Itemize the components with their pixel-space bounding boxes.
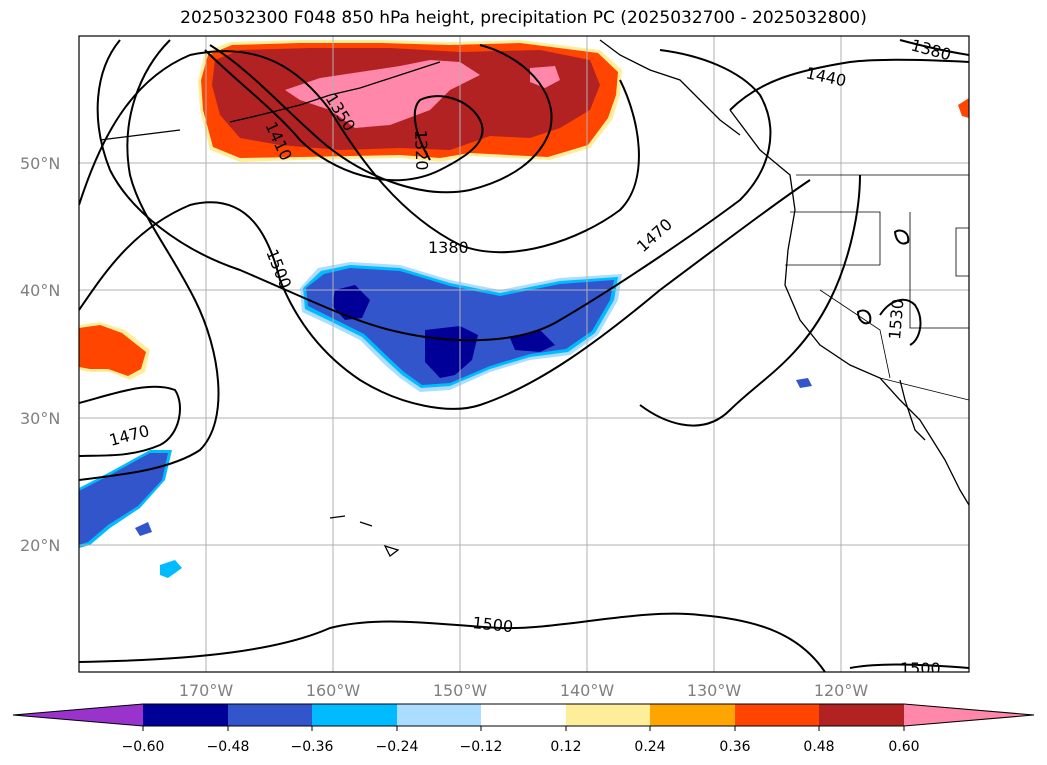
contour-label-1500-se: 1500	[900, 659, 941, 678]
colorbar-extend-right	[904, 704, 1034, 726]
colorbar-tick-label: 0.48	[803, 739, 834, 755]
lon-label-130w: 130°W	[687, 681, 742, 700]
positive-anomaly-west-edge	[79, 322, 150, 380]
lat-label-30n: 30°N	[20, 409, 60, 428]
negative-anomaly-southwest	[79, 378, 812, 578]
coastlines	[99, 39, 969, 557]
colorbar-tick-label: −0.24	[376, 739, 419, 755]
contour-label-1530: 1530	[885, 298, 907, 340]
graticule	[79, 36, 969, 672]
lat-label-50n: 50°N	[20, 154, 60, 173]
contour-label-1380-center: 1380	[428, 238, 469, 257]
lon-label-170w: 170°W	[179, 681, 234, 700]
colorbar-tick-label: 0.24	[634, 739, 665, 755]
colorbar-segment	[735, 704, 819, 726]
colorbar-segment	[481, 704, 566, 726]
colorbar-tick-label: 0.12	[550, 739, 581, 755]
colorbar-extend-left	[13, 704, 143, 726]
colorbar: −0.60 −0.48 −0.36 −0.24 −0.12 0.12 0.24 …	[12, 703, 1035, 755]
lat-label-20n: 20°N	[20, 536, 60, 555]
lon-label-120w: 120°W	[814, 681, 869, 700]
colorbar-tick-label: 0.60	[888, 739, 919, 755]
contour-label-1500-south: 1500	[472, 613, 514, 636]
height-contours	[79, 39, 969, 672]
map-title: 2025032300 F048 850 hPa height, precipit…	[180, 8, 867, 28]
lon-label-150w: 150°W	[433, 681, 488, 700]
colorbar-segment	[650, 704, 735, 726]
colorbar-segment	[312, 704, 397, 726]
colorbar-tick-label: −0.36	[291, 739, 334, 755]
colorbar-tick-label: 0.36	[719, 739, 750, 755]
lon-label-160w: 160°W	[306, 681, 361, 700]
contour-labels: 1380 1440 1410 1350 1320 1380 1470 1500 …	[107, 36, 953, 678]
positive-anomaly-north-pacific	[198, 40, 622, 162]
lon-label-140w: 140°W	[560, 681, 615, 700]
contour-label-1320: 1320	[411, 129, 431, 170]
colorbar-ticks	[142, 726, 905, 731]
colorbar-segment	[143, 704, 228, 726]
political-borders	[785, 174, 969, 401]
colorbar-tick-label: −0.12	[460, 739, 503, 755]
lat-label-40n: 40°N	[20, 281, 60, 300]
colorbar-tick-label: −0.60	[122, 739, 165, 755]
colorbar-segment	[397, 704, 481, 726]
colorbar-segment	[566, 704, 650, 726]
latitude-labels: 50°N 40°N 30°N 20°N	[20, 154, 60, 555]
colorbar-segment	[819, 704, 904, 726]
map-border	[78, 35, 970, 673]
colorbar-tick-label: −0.48	[207, 739, 250, 755]
longitude-labels: 170°W 160°W 150°W 140°W 130°W 120°W	[179, 681, 869, 700]
colorbar-segment	[228, 704, 312, 726]
positive-anomaly-east-edge	[958, 98, 969, 118]
